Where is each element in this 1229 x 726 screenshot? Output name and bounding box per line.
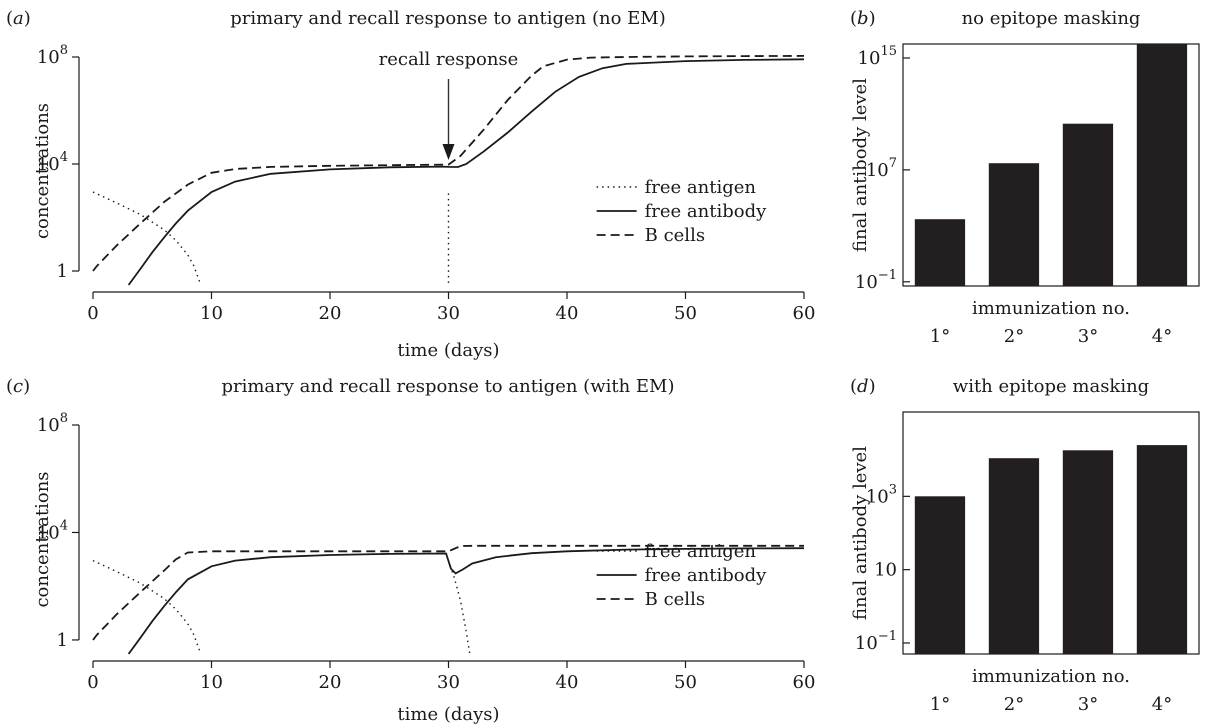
bar [1136, 44, 1188, 286]
bar [1062, 450, 1114, 654]
x-tick-label: 2° [1004, 326, 1024, 347]
panel-label: (a) [6, 8, 31, 29]
y-tick-label: 10−1 [855, 629, 897, 654]
x-tick-label: 50 [674, 303, 697, 324]
x-tick-label: 60 [793, 672, 816, 693]
x-tick-label: 2° [1004, 694, 1024, 715]
y-tick-label: 104 [37, 518, 68, 543]
chart-title: no epitope masking [962, 8, 1141, 29]
series-line-free-antigen [92, 191, 201, 286]
x-tick-label: 4° [1152, 326, 1172, 347]
panel-label: (c) [6, 376, 30, 397]
y-tick-label: 108 [37, 43, 68, 68]
annotation-arrowhead [442, 144, 455, 161]
y-axis-label: concentrations [32, 471, 53, 607]
series-line-free-antibody [127, 547, 805, 655]
legend-label: B cells [645, 225, 705, 246]
plot-frame [902, 43, 1200, 287]
legend-label: free antibody [645, 201, 767, 222]
y-tick-label: 1 [57, 261, 68, 282]
x-tick-label: 10 [200, 303, 223, 324]
x-tick-label: 0 [87, 303, 98, 324]
x-axis-label: immunization no. [972, 666, 1130, 687]
x-tick-label: 4° [1152, 694, 1172, 715]
series-line-free-antibody [127, 58, 805, 286]
chart-title: with epitope masking [953, 376, 1149, 397]
annotation-text: recall response [379, 49, 519, 70]
y-axis-label: final antibody level [850, 446, 871, 620]
x-tick-label: 40 [556, 672, 579, 693]
panel-b: (b) no epitope masking final antibody leve… [850, 8, 1200, 347]
x-axis-label: time (days) [397, 704, 499, 725]
legend-label: free antibody [645, 565, 767, 586]
legend-label: B cells [645, 589, 705, 610]
y-tick-label: 108 [37, 411, 68, 436]
legend-label: free antigen [645, 541, 757, 562]
y-axis-label: final antibody level [850, 78, 871, 252]
x-tick-label: 60 [793, 303, 816, 324]
panel-d: (d) with epitope masking final antibody le… [850, 376, 1200, 715]
x-axis-label: time (days) [397, 340, 499, 361]
bar [914, 219, 966, 286]
x-tick-label: 3° [1078, 326, 1098, 347]
y-tick-label: 107 [866, 156, 897, 181]
x-tick-label: 20 [319, 672, 342, 693]
panel-a: (a) primary and recall response to antige… [6, 8, 815, 361]
y-axis-label: concentrations [32, 103, 53, 239]
bar [1062, 123, 1114, 286]
chart-title: primary and recall response to antigen (… [221, 376, 674, 397]
bar [1136, 445, 1188, 654]
series-line-free-antigen [92, 559, 201, 655]
plot-frame [902, 411, 1200, 655]
y-tick-label: 10 [874, 560, 897, 581]
y-tick-label: 104 [37, 150, 68, 175]
x-tick-label: 0 [87, 672, 98, 693]
panel-label: (b) [850, 8, 876, 29]
x-tick-label: 30 [437, 672, 460, 693]
chart-title: primary and recall response to antigen (… [230, 8, 665, 29]
legend-label: free antigen [645, 177, 757, 198]
bar [914, 496, 966, 654]
x-tick-label: 1° [930, 326, 950, 347]
x-tick-label: 10 [200, 672, 223, 693]
x-tick-label: 30 [437, 303, 460, 324]
panel-label: (d) [850, 376, 876, 397]
panel-c: (c) primary and recall response to antige… [6, 376, 815, 725]
series-line-B-cells [92, 544, 804, 641]
x-tick-label: 40 [556, 303, 579, 324]
y-tick-label: 10−1 [855, 268, 897, 293]
y-tick-label: 103 [866, 482, 897, 507]
series-line-free-antigen [447, 560, 471, 655]
x-tick-label: 3° [1078, 694, 1098, 715]
x-tick-label: 1° [930, 694, 950, 715]
y-tick-label: 1 [57, 630, 68, 651]
y-tick-label: 1015 [858, 44, 897, 69]
bar [988, 458, 1040, 654]
bar [988, 163, 1040, 286]
x-tick-label: 50 [674, 672, 697, 693]
x-tick-label: 20 [319, 303, 342, 324]
x-axis-label: immunization no. [972, 298, 1130, 319]
series-line-B-cells [92, 55, 805, 272]
